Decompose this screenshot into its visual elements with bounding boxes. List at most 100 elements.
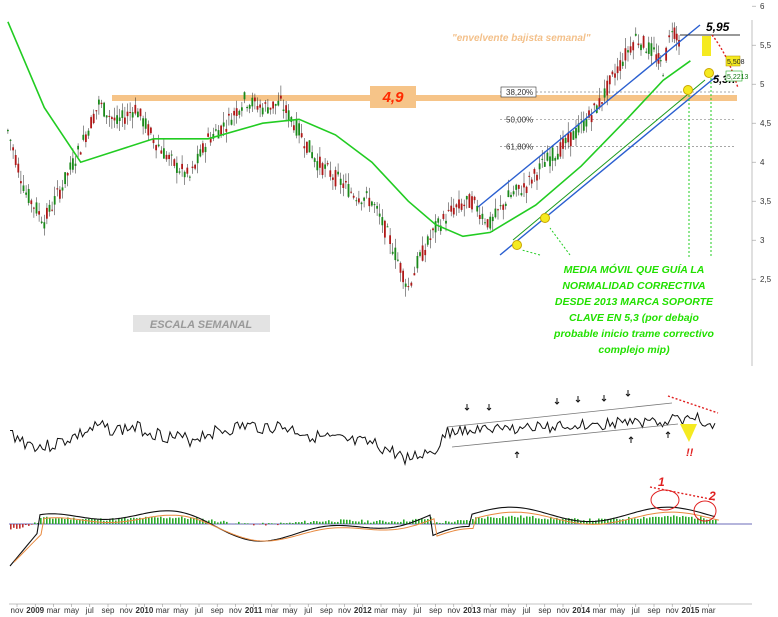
candle-body bbox=[614, 73, 616, 78]
candle-body bbox=[131, 112, 134, 118]
y-tick-label: 2,5 bbox=[760, 275, 772, 284]
candle-body bbox=[650, 43, 653, 56]
candle-body bbox=[410, 282, 413, 286]
candle-body bbox=[272, 101, 274, 109]
candle-body bbox=[530, 179, 533, 184]
candle-body bbox=[280, 95, 282, 99]
candle-body bbox=[478, 215, 481, 220]
candle-body bbox=[150, 127, 152, 134]
candle-body bbox=[458, 199, 460, 209]
support-point bbox=[683, 85, 693, 95]
candle-body bbox=[241, 107, 243, 111]
candle-body bbox=[56, 188, 59, 190]
candle-body bbox=[7, 129, 9, 132]
candle-body bbox=[165, 154, 168, 160]
macd-bar bbox=[604, 518, 606, 524]
fib-label: 50,00% bbox=[506, 115, 533, 124]
candle-body bbox=[632, 42, 635, 51]
candle-body bbox=[111, 117, 113, 119]
macd-bar bbox=[136, 518, 138, 524]
candle-body bbox=[69, 162, 72, 170]
macd-bar bbox=[466, 520, 468, 524]
candle-body bbox=[673, 27, 676, 39]
macd-bar bbox=[478, 517, 480, 524]
macd-bar bbox=[625, 519, 627, 524]
x-tick-label: jul bbox=[522, 606, 531, 615]
macd-bar bbox=[187, 519, 189, 524]
macd-line bbox=[9, 506, 716, 567]
candle-body bbox=[173, 159, 176, 166]
x-tick-label: 2014 bbox=[572, 606, 590, 615]
candle-body bbox=[196, 153, 199, 164]
macd-bar bbox=[484, 518, 486, 524]
candle-body bbox=[82, 134, 85, 140]
macd-bar bbox=[538, 518, 540, 524]
comment-line: MEDIA MÓVIL QUE GUÍA LA bbox=[564, 263, 705, 276]
candle-body bbox=[520, 193, 523, 196]
candle-body bbox=[659, 60, 662, 62]
y-tick-label: 4 bbox=[760, 158, 765, 167]
macd-bar bbox=[289, 522, 291, 524]
candle-body bbox=[434, 221, 437, 233]
candle-body bbox=[308, 140, 311, 153]
candle-body bbox=[261, 107, 264, 115]
macd-bar bbox=[559, 519, 561, 524]
macd-bar bbox=[178, 517, 180, 524]
candle-body bbox=[22, 185, 25, 191]
candle-body bbox=[491, 216, 494, 222]
price-y-ticks: 2,5 3 3,5 4 4,5 5 5,5 6 bbox=[752, 2, 772, 284]
macd-bar bbox=[208, 520, 210, 524]
macd-bar bbox=[199, 520, 201, 524]
macd-bar bbox=[214, 521, 216, 524]
macd-bar bbox=[679, 517, 681, 524]
candle-body bbox=[368, 197, 371, 207]
signal-line bbox=[13, 511, 720, 563]
candle-body bbox=[108, 115, 111, 117]
macd-bar bbox=[340, 519, 342, 524]
macd-bar bbox=[277, 524, 279, 526]
candle-body bbox=[504, 203, 507, 206]
candle-body bbox=[481, 213, 484, 220]
candle-body bbox=[653, 47, 655, 50]
candle-body bbox=[321, 163, 324, 175]
candle-body bbox=[256, 105, 259, 110]
candle-body bbox=[590, 115, 593, 123]
macd-bar bbox=[154, 517, 156, 524]
candle-body bbox=[95, 110, 98, 112]
candle-body bbox=[306, 141, 308, 153]
y-tick-label: 3,5 bbox=[760, 197, 772, 206]
candle-body bbox=[303, 146, 306, 149]
macd-bar bbox=[490, 517, 492, 524]
candle-body bbox=[64, 172, 66, 185]
candle-body bbox=[381, 217, 384, 226]
macd-bar bbox=[481, 518, 483, 524]
macd-bar bbox=[556, 517, 558, 524]
x-tick-label: may bbox=[610, 606, 625, 615]
macd-bar bbox=[499, 518, 501, 524]
candle-body bbox=[274, 103, 277, 106]
candle-body bbox=[460, 203, 463, 210]
candle-body bbox=[601, 102, 603, 104]
oscillator-arrow bbox=[628, 436, 634, 443]
x-tick-label: mar bbox=[593, 606, 607, 615]
moving-average-line bbox=[7, 21, 691, 238]
candle-body bbox=[92, 113, 95, 124]
candle-body bbox=[287, 110, 290, 122]
candle-body bbox=[512, 191, 515, 195]
candle-body bbox=[499, 205, 502, 207]
candle-body bbox=[313, 158, 316, 162]
candle-body bbox=[564, 137, 567, 144]
candle-body bbox=[40, 221, 43, 224]
candle-body bbox=[293, 125, 295, 131]
candle-body bbox=[35, 202, 38, 214]
candle-body bbox=[61, 187, 64, 191]
macd-bar bbox=[61, 517, 63, 524]
candle-body bbox=[533, 169, 536, 174]
candle-body bbox=[298, 123, 300, 136]
oscillator-highlight bbox=[680, 424, 697, 442]
macd-bar bbox=[328, 520, 330, 524]
macd-bar bbox=[286, 523, 288, 524]
candle-body bbox=[233, 110, 235, 116]
x-tick-label: nov bbox=[666, 606, 679, 615]
candle-body bbox=[424, 249, 427, 256]
